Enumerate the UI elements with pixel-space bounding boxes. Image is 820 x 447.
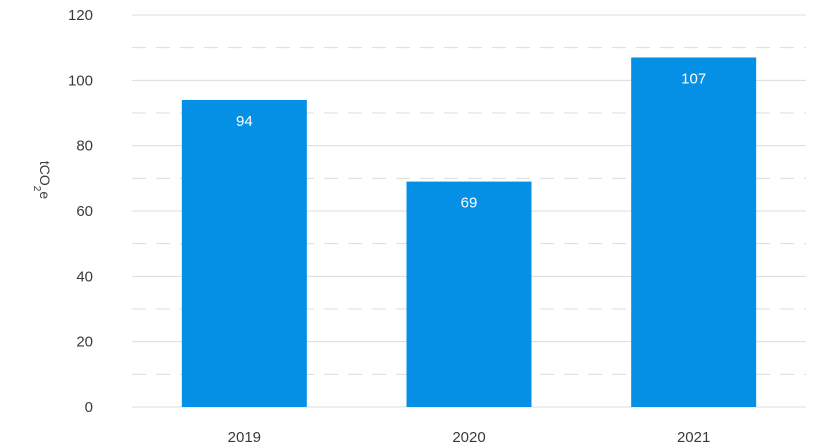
x-tick-label: 2020 bbox=[452, 429, 485, 446]
data-label: 94 bbox=[236, 113, 253, 130]
y-axis-ticks: 0 20 40 60 80 100 120 bbox=[68, 7, 93, 416]
y-axis-title-tail: e bbox=[37, 191, 53, 199]
y-tick-label: 80 bbox=[76, 138, 93, 155]
bars: 94 69 107 bbox=[181, 57, 757, 407]
x-tick-label: 2021 bbox=[677, 429, 710, 446]
y-tick-label: 0 bbox=[85, 399, 93, 416]
bar-2021 bbox=[631, 57, 757, 407]
y-axis-title: tCO2e bbox=[32, 161, 54, 199]
bar-2019 bbox=[181, 99, 307, 407]
y-axis-title-sub: 2 bbox=[32, 186, 43, 192]
y-axis-title-main: tCO bbox=[37, 161, 53, 186]
data-label: 107 bbox=[681, 70, 706, 87]
x-tick-label: 2019 bbox=[228, 429, 261, 446]
y-tick-label: 120 bbox=[68, 7, 93, 24]
data-label: 69 bbox=[461, 195, 478, 212]
y-tick-label: 20 bbox=[76, 334, 93, 351]
y-tick-label: 40 bbox=[76, 268, 93, 285]
y-tick-label: 100 bbox=[68, 72, 93, 89]
bar-2020 bbox=[406, 181, 532, 407]
x-axis-ticks: 2019 2020 2021 bbox=[228, 429, 711, 446]
y-tick-label: 60 bbox=[76, 203, 93, 220]
